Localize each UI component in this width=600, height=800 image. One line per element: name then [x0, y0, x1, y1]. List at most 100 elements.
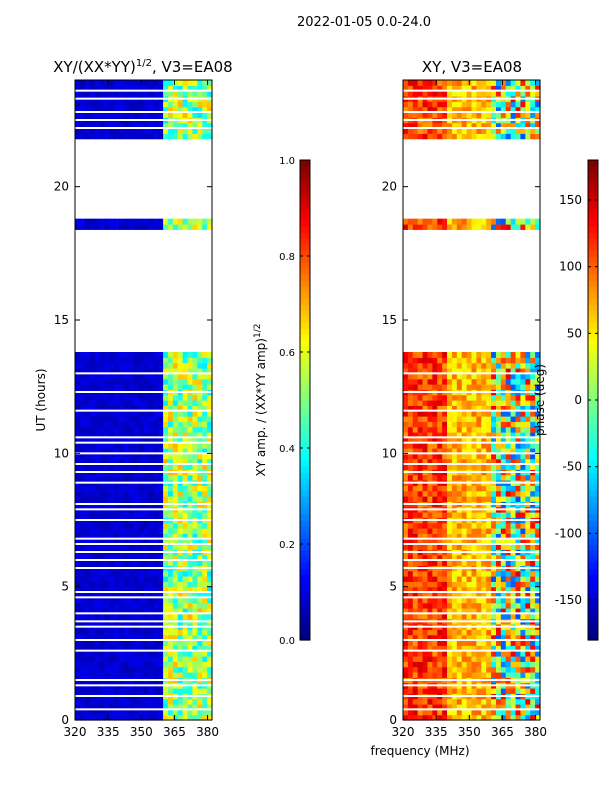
heatmap-cell [109, 704, 115, 710]
heatmap-cell [163, 224, 169, 230]
heatmap-cell [481, 357, 487, 364]
colorbar-segment [588, 298, 598, 305]
heatmap-cell [138, 512, 145, 518]
colorbar-segment [300, 454, 310, 461]
heatmap-cell [412, 688, 419, 694]
colorbar-segment [588, 268, 598, 275]
heatmap-cell [138, 384, 145, 390]
heatmap-cell [123, 586, 130, 593]
heatmap-cell [403, 106, 409, 113]
heatmap-cell [530, 586, 536, 593]
heatmap-cell [481, 576, 487, 582]
heatmap-cell [158, 128, 164, 134]
heatmap-cell [535, 458, 541, 465]
heatmap-cell [525, 400, 531, 406]
heatmap-cell [99, 608, 105, 614]
heatmap-cell [114, 352, 120, 358]
heatmap-cell [432, 597, 438, 604]
heatmap-cell [109, 437, 115, 444]
heatmap-cell [153, 448, 159, 454]
colorbar-tick-label: 0.2 [279, 540, 295, 551]
heatmap-cell [119, 416, 125, 422]
heatmap-cell [114, 602, 120, 609]
heatmap-cell [153, 80, 159, 86]
heatmap-cell [172, 672, 179, 678]
heatmap-cell [104, 458, 110, 465]
heatmap-cell [515, 416, 522, 422]
heatmap-cell [79, 106, 86, 113]
heatmap-cell [114, 485, 120, 492]
heatmap-cell [456, 357, 463, 364]
heatmap-cell [491, 629, 497, 636]
heatmap-cell [202, 368, 208, 374]
colorbar-segment [588, 358, 598, 365]
heatmap-cell [432, 640, 438, 646]
heatmap-cell [182, 640, 189, 646]
heatmap-cell [167, 357, 174, 364]
heatmap-cell [476, 133, 482, 140]
colorbar-segment [300, 610, 310, 617]
flagged-row [403, 97, 540, 100]
heatmap-cell [123, 656, 130, 662]
heatmap-cell [481, 485, 487, 492]
heatmap-cell [515, 453, 522, 460]
heatmap-cell [437, 661, 443, 668]
heatmap-cell [153, 629, 159, 636]
heatmap-cell [427, 485, 433, 492]
heatmap-cell [79, 645, 86, 652]
heatmap-cell [197, 394, 203, 401]
heatmap-cell [114, 645, 120, 652]
heatmap-cell [447, 80, 453, 86]
heatmap-cell [133, 533, 140, 540]
heatmap-cell [515, 410, 522, 417]
heatmap-cell [447, 528, 453, 534]
heatmap-cell [476, 661, 482, 668]
heatmap-cell [495, 597, 502, 604]
heatmap-cell [148, 128, 154, 134]
heatmap-cell [89, 410, 96, 417]
heatmap-cell [109, 400, 115, 406]
heatmap-cell [451, 640, 458, 646]
heatmap-cell [158, 453, 164, 460]
colorbar-segment [300, 190, 310, 197]
heatmap-cell [177, 592, 184, 598]
heatmap-cell [530, 672, 536, 678]
heatmap-cell [491, 672, 497, 678]
heatmap-cell [148, 106, 154, 113]
heatmap-cell [476, 410, 482, 417]
colorbar-segment [588, 508, 598, 515]
heatmap-cell [114, 474, 120, 481]
heatmap-cell [182, 437, 189, 444]
heatmap-cell [486, 85, 492, 92]
heatmap-cell [461, 218, 468, 225]
heatmap-cell [417, 368, 424, 374]
heatmap-cell [148, 464, 154, 470]
heatmap-cell [432, 122, 438, 129]
colorbar-segment [588, 568, 598, 575]
heatmap-cell [422, 90, 429, 97]
heatmap-cell [486, 661, 492, 668]
heatmap-cell [412, 656, 419, 662]
heatmap-cell [407, 405, 414, 412]
colorbar-segment [588, 628, 598, 635]
heatmap-cell [466, 661, 473, 668]
heatmap-cell [447, 656, 453, 662]
heatmap-cell [75, 496, 81, 502]
heatmap-cell [84, 704, 91, 710]
heatmap-cell [109, 597, 115, 604]
heatmap-cell [182, 581, 189, 588]
heatmap-cell [403, 394, 409, 401]
heatmap-cell [109, 421, 115, 428]
colorbar-segment [300, 268, 310, 275]
heatmap-cell [500, 474, 507, 481]
heatmap-cell [128, 512, 135, 518]
heatmap-cell [525, 464, 531, 470]
heatmap-cell [432, 656, 438, 662]
heatmap-cell [202, 629, 208, 636]
heatmap-cell [138, 378, 145, 385]
heatmap-cell [79, 629, 86, 636]
heatmap-cell [158, 458, 164, 465]
heatmap-cell [427, 400, 433, 406]
heatmap-cell [525, 432, 531, 438]
heatmap-cell [461, 704, 468, 710]
